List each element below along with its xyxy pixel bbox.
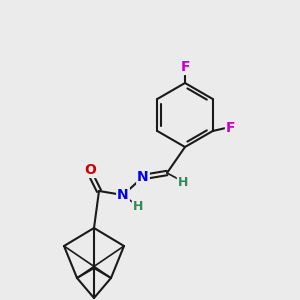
Text: N: N — [137, 170, 149, 184]
Text: F: F — [180, 60, 190, 74]
Text: O: O — [84, 163, 96, 177]
Text: H: H — [178, 176, 188, 190]
Text: H: H — [133, 200, 143, 214]
Text: F: F — [226, 121, 236, 135]
Text: N: N — [117, 188, 129, 202]
